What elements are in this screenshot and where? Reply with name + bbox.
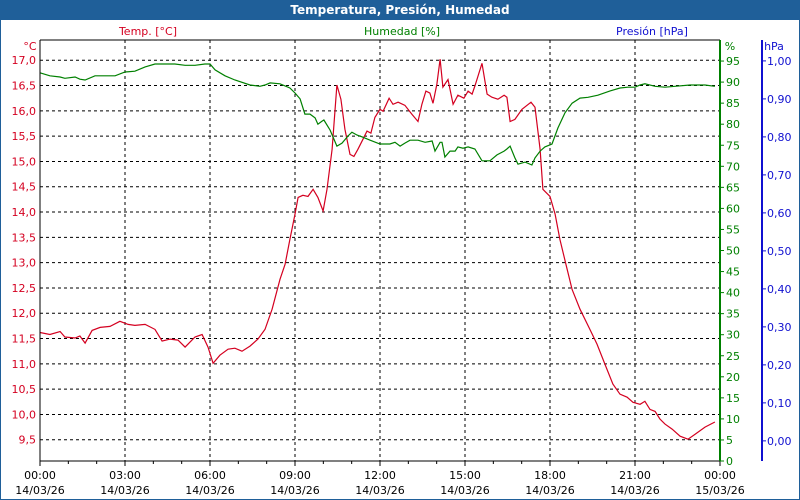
x-tick-time: 00:00 — [704, 469, 736, 482]
pressure-tick-label: 0,70 — [767, 169, 792, 182]
pressure-axis-unit: hPa — [764, 40, 784, 53]
x-tick-time: 06:00 — [194, 469, 226, 482]
grid — [40, 40, 720, 461]
humidity-tick-label: 80 — [726, 118, 740, 131]
x-tick-date: 14/03/26 — [15, 484, 64, 497]
temperature-line — [39, 59, 716, 440]
x-tick-time: 21:00 — [619, 469, 651, 482]
humidity-tick-label: 40 — [726, 287, 740, 300]
temp-tick-label: 14,5 — [12, 181, 37, 194]
series-layer — [39, 59, 716, 440]
temp-axis-unit: °C — [23, 40, 37, 53]
humidity-tick-label: 35 — [726, 308, 740, 321]
temp-tick-label: 17,0 — [12, 54, 37, 67]
x-tick-time: 18:00 — [534, 469, 566, 482]
humidity-tick-label: 90 — [726, 76, 740, 89]
x-tick-date: 15/03/26 — [695, 484, 744, 497]
x-tick-time: 00:00 — [24, 469, 56, 482]
humidity-tick-label: 70 — [726, 160, 740, 173]
pressure-tick-label: 0,20 — [767, 359, 792, 372]
legend-humidity: Humedad [%] — [364, 25, 440, 38]
temp-tick-label: 12,5 — [12, 282, 37, 295]
temp-tick-label: 11,0 — [12, 358, 37, 371]
pressure-tick-label: 0,40 — [767, 283, 792, 296]
temp-tick-label: 12,0 — [12, 307, 37, 320]
legend-pressure: Presión [hPa] — [616, 25, 688, 38]
humidity-axis-unit: % — [725, 40, 735, 53]
x-tick-date: 14/03/26 — [355, 484, 404, 497]
humidity-tick-label: 5 — [726, 434, 733, 447]
legend-temp: Temp. [°C] — [118, 25, 177, 38]
humidity-tick-label: 20 — [726, 371, 740, 384]
temp-tick-label: 10,0 — [12, 408, 37, 421]
humidity-tick-label: 95 — [726, 55, 740, 68]
humidity-tick-label: 65 — [726, 181, 740, 194]
x-tick-time: 12:00 — [364, 469, 396, 482]
humidity-tick-label: 10 — [726, 413, 740, 426]
pressure-tick-label: 0,60 — [767, 207, 792, 220]
temp-tick-label: 16,5 — [12, 80, 37, 93]
temp-tick-label: 14,0 — [12, 206, 37, 219]
temp-tick-label: 15,5 — [12, 130, 37, 143]
humidity-tick-label: 25 — [726, 350, 740, 363]
temp-tick-label: 10,5 — [12, 383, 37, 396]
pressure-tick-label: 0,10 — [767, 397, 792, 410]
pressure-tick-label: 0,90 — [767, 93, 792, 106]
temp-tick-label: 13,0 — [12, 257, 37, 270]
window-title: Temperatura, Presión, Humedad — [0, 0, 800, 20]
pressure-tick-label: 0,80 — [767, 131, 792, 144]
axes: 9,5 10,0 10,5 11,0 11,5 12,0 12,5 13,0 13,5 14,0 1… — [12, 39, 792, 497]
x-tick-time: 09:00 — [279, 469, 311, 482]
humidity-tick-label: 0 — [726, 455, 733, 468]
humidity-tick-label: 55 — [726, 223, 740, 236]
x-tick-date: 14/03/26 — [270, 484, 319, 497]
pressure-tick-label: 0,00 — [767, 435, 792, 448]
x-tick-time: 03:00 — [109, 469, 141, 482]
x-tick-date: 14/03/26 — [610, 484, 659, 497]
humidity-tick-label: 85 — [726, 97, 740, 110]
x-tick-date: 14/03/26 — [100, 484, 149, 497]
humidity-tick-label: 30 — [726, 329, 740, 342]
humidity-tick-label: 60 — [726, 202, 740, 215]
temp-tick-label: 16,0 — [12, 105, 37, 118]
humidity-tick-label: 45 — [726, 266, 740, 279]
temp-tick-label: 13,5 — [12, 231, 37, 244]
x-tick-date: 14/03/26 — [185, 484, 234, 497]
humidity-tick-label: 15 — [726, 392, 740, 405]
pressure-tick-label: 0,30 — [767, 321, 792, 334]
humidity-line — [39, 63, 715, 166]
pressure-tick-label: 0,50 — [767, 245, 792, 258]
humidity-tick-label: 75 — [726, 139, 740, 152]
humidity-tick-label: 50 — [726, 245, 740, 258]
x-tick-date: 14/03/26 — [440, 484, 489, 497]
temp-tick-label: 15,0 — [12, 155, 37, 168]
x-tick-date: 14/03/26 — [525, 484, 574, 497]
pressure-tick-label: 1,00 — [767, 55, 792, 68]
temp-tick-label: 11,5 — [12, 333, 37, 346]
temp-tick-label: 9,5 — [19, 434, 37, 447]
x-tick-time: 15:00 — [449, 469, 481, 482]
